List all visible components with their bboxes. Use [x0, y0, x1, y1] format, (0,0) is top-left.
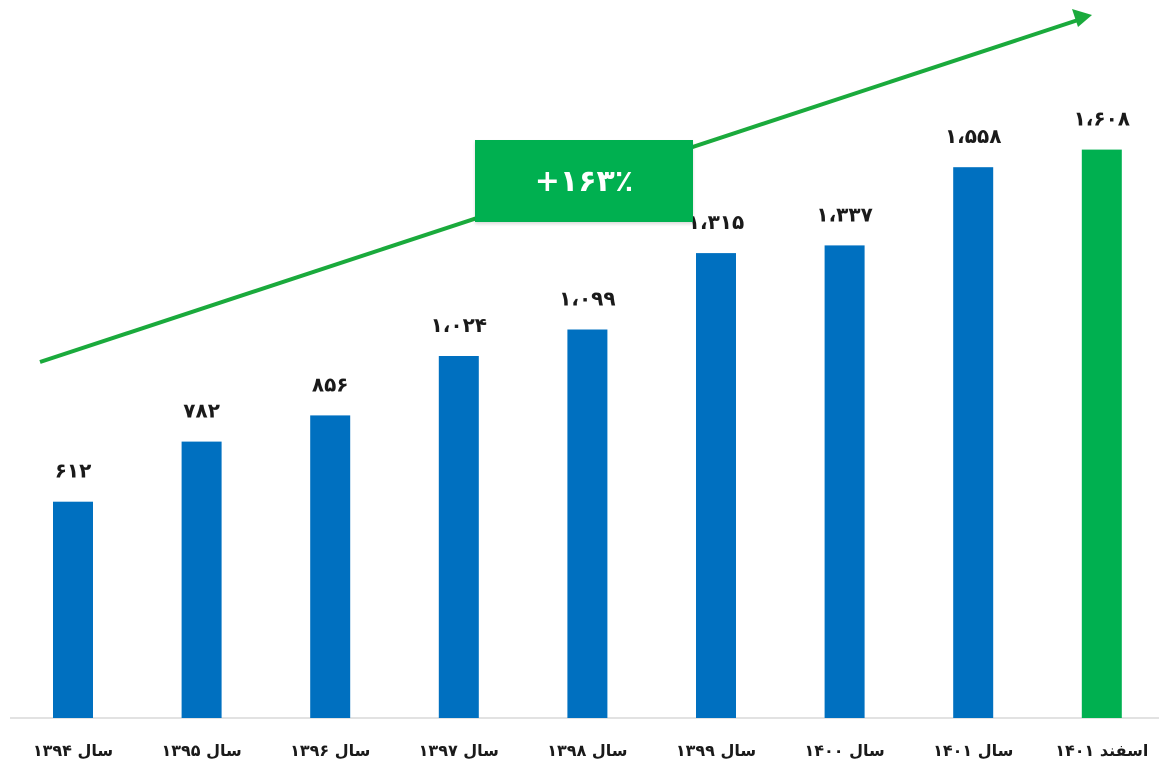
bar-value-label: ۱،۵۵۸ — [945, 124, 1001, 148]
category-label: سال ۱۳۹۶ — [290, 741, 370, 760]
category-label: سال ۱۳۹۷ — [419, 741, 499, 760]
bar — [53, 501, 93, 718]
bar-value-label: ۱،۳۳۷ — [816, 202, 872, 226]
bar-value-label: ۱،۶۰۸ — [1074, 107, 1130, 131]
bar-value-label: ۶۱۲ — [55, 459, 92, 483]
bar-value-label: ۷۸۲ — [183, 399, 220, 423]
category-label: سال ۱۴۰۰ — [804, 741, 884, 760]
growth-annotation-box: +۱۶۳٪ — [475, 140, 693, 222]
bar — [181, 441, 222, 718]
growth-annotation-text: +۱۶۳٪ — [534, 163, 634, 199]
category-label: سال ۱۳۹۹ — [676, 741, 756, 760]
category-label: سال ۱۳۹۵ — [161, 741, 241, 760]
bar — [953, 167, 994, 718]
category-labels-group: سال ۱۳۹۴ سال ۱۳۹۵ سال ۱۳۹۶ سال ۱۳۹۷ سال ۱۳۹۸… — [33, 741, 1149, 760]
bar — [310, 415, 351, 718]
value-labels-group: ۶۱۲ ۷۸۲ ۸۵۶ ۱،۰۲۴ ۱،۰۹۹ ۱،۳۱۵ ۱،۳۳۷ ۱،۵۵۸ ۱،۶۰۸ — [55, 107, 1130, 483]
bar — [1081, 149, 1122, 719]
bar-value-label: ۱،۰۹۹ — [559, 287, 615, 311]
bar-value-label: ۸۵۶ — [312, 372, 349, 396]
bars-group — [53, 149, 1122, 719]
category-label: اسفند ۱۴۰۱ — [1055, 741, 1148, 760]
bar — [824, 245, 865, 718]
category-label: سال ۱۴۰۱ — [933, 741, 1013, 760]
trend-arrow-head — [1072, 9, 1092, 27]
bar-value-label: ۱،۳۱۵ — [688, 210, 744, 234]
category-label: سال ۱۳۹۴ — [33, 741, 113, 760]
bar-value-label: ۱،۰۲۴ — [431, 313, 487, 337]
category-label: سال ۱۳۹۸ — [547, 741, 627, 760]
bar — [696, 253, 736, 718]
bar — [438, 356, 479, 718]
bar — [567, 329, 608, 718]
